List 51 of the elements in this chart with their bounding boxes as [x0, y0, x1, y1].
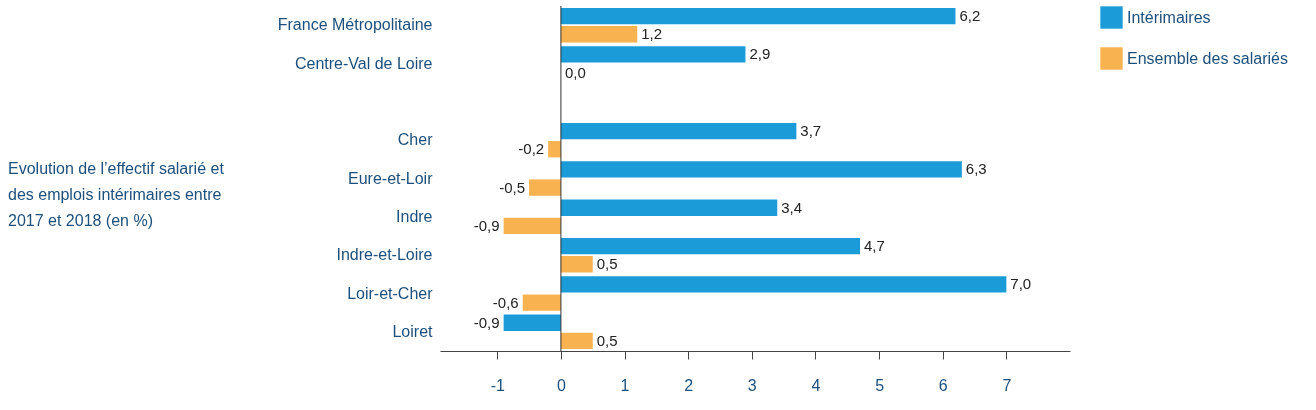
x-tick-label: 6: [938, 376, 948, 394]
data-label: -0,5: [499, 178, 526, 196]
y-tick-label: Centre-Val de Loire: [294, 54, 433, 72]
bar: [560, 276, 1007, 293]
y-tick-label: Indre: [396, 207, 433, 225]
bar: [503, 314, 561, 331]
y-tick-label: Cher: [397, 131, 434, 149]
bar: [560, 122, 797, 140]
bar: [560, 256, 593, 273]
x-tick-label: 1: [620, 376, 630, 394]
data-label: 3,4: [781, 198, 803, 216]
x-tick-label: 7: [1002, 376, 1012, 394]
legend-label: Ensemble des salariés: [1127, 49, 1288, 67]
data-label: -0,9: [473, 313, 500, 331]
x-tick-label: 0: [556, 376, 566, 394]
bar: [560, 46, 746, 63]
data-label: -0,9: [473, 216, 500, 234]
data-label: 0,5: [596, 331, 618, 349]
data-label: 6,2: [959, 7, 981, 25]
data-label: 0,0: [564, 63, 586, 81]
bar: [529, 179, 561, 196]
y-tick-label: France Métropolitaine: [277, 16, 433, 34]
bar: [560, 237, 860, 255]
x-tick-label: 2: [684, 376, 694, 394]
y-tick-label: Loiret: [392, 322, 434, 340]
data-label: 4,7: [864, 237, 885, 255]
data-label: 1,2: [641, 25, 663, 43]
x-tick-label: -1: [490, 376, 505, 394]
bar: [548, 141, 561, 158]
y-tick-label: Eure-et-Loir: [348, 169, 434, 187]
data-label: 7,0: [1010, 275, 1032, 293]
data-label: 6,3: [965, 160, 987, 178]
bar: [522, 294, 561, 311]
bar: [503, 217, 561, 235]
y-tick-label: Loir-et-Cher: [347, 284, 434, 302]
x-tick-label: 3: [747, 376, 757, 394]
bar: [560, 161, 962, 178]
data-label: 3,7: [800, 122, 822, 140]
bar: [560, 7, 956, 25]
data-label: -0,2: [518, 140, 545, 158]
data-label: -0,6: [492, 293, 519, 311]
bar: [560, 332, 593, 350]
x-tick-label: 5: [875, 376, 885, 394]
text: Evolution de l’effectif salarié et des emplois intérimaires entre 2017 et 2018 (en %): [8, 159, 225, 229]
data-label: 2,9: [749, 45, 771, 63]
bar: [560, 199, 778, 216]
x-tick-label: 4: [811, 376, 821, 394]
data-label: 0,5: [596, 255, 618, 273]
y-tick-label: Indre-et-Loire: [336, 246, 433, 264]
bar: [560, 26, 638, 43]
legend-label: Intérimaires: [1127, 8, 1211, 26]
